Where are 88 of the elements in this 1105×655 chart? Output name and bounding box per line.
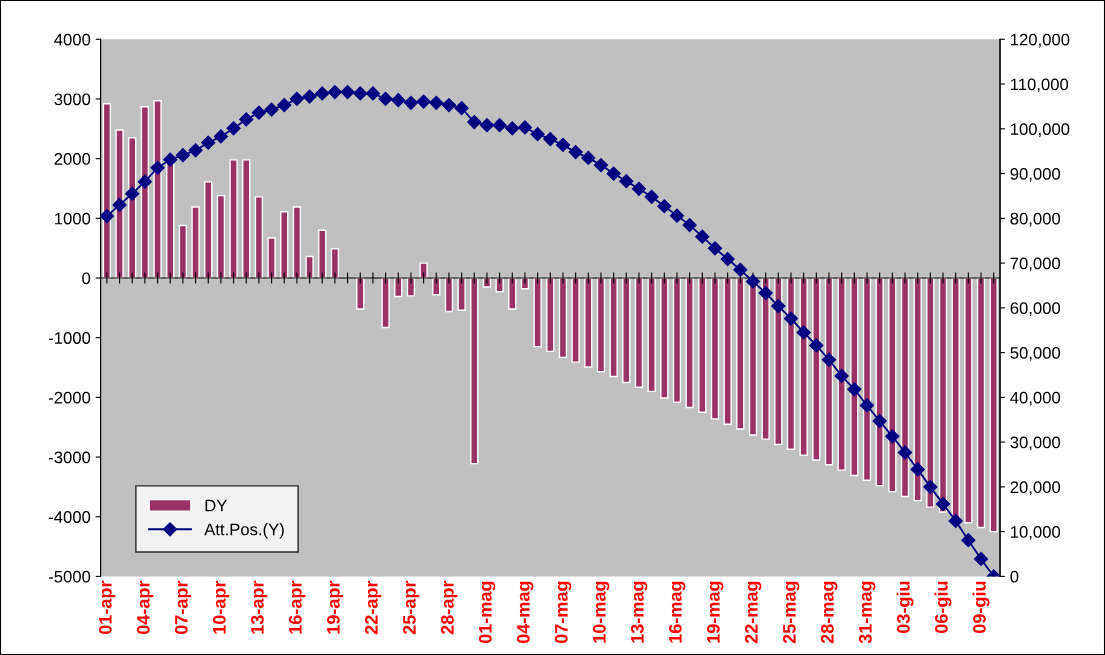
y-tick-label: 0 bbox=[82, 272, 91, 285]
bar bbox=[216, 194, 226, 279]
y2-tick-label: 120,000 bbox=[1011, 33, 1070, 48]
y2-tick-label: 50,000 bbox=[1010, 347, 1061, 361]
bar bbox=[976, 277, 986, 529]
bar bbox=[444, 277, 454, 313]
bar bbox=[710, 277, 720, 420]
x-tick-label: 28-mag bbox=[820, 581, 838, 644]
x-tick-label: 04-apr bbox=[136, 580, 154, 635]
x-tick-label: 10-mag bbox=[592, 581, 610, 643]
y-tick-label: 4000 bbox=[54, 33, 91, 46]
x-tick-label: 19-apr bbox=[326, 580, 344, 634]
x-tick-label: 03-giu bbox=[896, 581, 914, 634]
y-tick-label: 1000 bbox=[55, 212, 91, 225]
bar bbox=[356, 277, 365, 310]
bar bbox=[381, 277, 390, 329]
bar bbox=[989, 277, 998, 533]
x-tick-label: 16-mag bbox=[668, 581, 686, 643]
bar bbox=[292, 206, 302, 279]
y2-tick-label: 110,000 bbox=[1011, 78, 1069, 93]
bar bbox=[280, 211, 289, 279]
bar bbox=[546, 277, 555, 353]
bar bbox=[964, 277, 973, 524]
x-tick-label: 19-mag bbox=[706, 581, 724, 643]
y2-tick-label: 30,000 bbox=[1010, 436, 1061, 451]
bar bbox=[495, 277, 504, 293]
x-tick-label: 04-mag bbox=[516, 581, 534, 644]
x-tick-label: 22-apr bbox=[364, 580, 382, 635]
x-tick-label: 09-giu bbox=[972, 581, 990, 634]
bar bbox=[672, 277, 682, 403]
y2-tick-label: 10,000 bbox=[1011, 526, 1061, 540]
bar bbox=[318, 229, 327, 279]
y2-tick-label: 80,000 bbox=[1010, 212, 1061, 227]
bar bbox=[242, 159, 251, 279]
bar bbox=[191, 206, 200, 279]
bar bbox=[647, 277, 656, 393]
x-tick-label: 10-apr bbox=[212, 580, 230, 634]
x-tick-label: 13-mag bbox=[630, 581, 648, 643]
legend-label: Att.Pos.(Y) bbox=[204, 523, 284, 539]
y2-tick-label: 100,000 bbox=[1011, 123, 1070, 137]
y2-tick-label: 20,000 bbox=[1010, 481, 1061, 496]
y2-tick-label: 70,000 bbox=[1010, 257, 1061, 272]
x-tick-label: 25-mag bbox=[782, 581, 800, 644]
x-tick-label: 07-apr bbox=[174, 580, 192, 635]
y-tick-label: 2000 bbox=[54, 153, 91, 165]
bar bbox=[571, 277, 580, 363]
bar bbox=[267, 237, 276, 279]
bar bbox=[508, 277, 517, 310]
y2-tick-label: 90,000 bbox=[1010, 167, 1061, 182]
bar bbox=[723, 277, 732, 425]
legend-label: DY bbox=[205, 499, 227, 512]
bar bbox=[533, 277, 542, 348]
x-tick-label: 01-mag bbox=[478, 581, 496, 644]
x-tick-label: 16-apr bbox=[288, 580, 306, 634]
x-tick-label: 28-apr bbox=[441, 580, 458, 635]
bar bbox=[609, 277, 618, 378]
bar bbox=[558, 277, 568, 359]
y2-tick-label: 0 bbox=[1010, 570, 1019, 583]
y-tick-label: -2000 bbox=[48, 391, 91, 404]
x-tick-label: 22-mag bbox=[744, 581, 762, 644]
bar bbox=[254, 196, 264, 279]
x-tick-label: 13-apr bbox=[250, 580, 268, 634]
bar bbox=[470, 277, 479, 465]
bar bbox=[660, 277, 669, 399]
bar bbox=[178, 224, 188, 279]
bar bbox=[229, 159, 238, 279]
y-tick-label: 3000 bbox=[54, 93, 91, 106]
x-tick-label: 25-apr bbox=[403, 580, 420, 635]
y-tick-label: -4000 bbox=[48, 511, 91, 523]
x-tick-label: 01-apr bbox=[98, 580, 116, 635]
bar bbox=[584, 277, 593, 368]
y2-tick-label: 40,000 bbox=[1010, 391, 1061, 406]
y-tick-label: -3000 bbox=[48, 451, 91, 464]
bar bbox=[419, 262, 428, 279]
bar bbox=[685, 277, 694, 409]
bar bbox=[596, 277, 606, 373]
x-tick-label: 06-giu bbox=[934, 581, 952, 634]
bar bbox=[698, 277, 707, 413]
bar bbox=[622, 277, 631, 384]
bar bbox=[634, 277, 644, 388]
y2-tick-label: 60,000 bbox=[1010, 302, 1061, 317]
x-tick-label: 31-mag bbox=[858, 581, 876, 644]
y-tick-label: -1000 bbox=[48, 332, 91, 344]
x-tick-label: 07-mag bbox=[554, 581, 572, 644]
bar bbox=[457, 277, 466, 311]
y-tick-label: -5000 bbox=[48, 570, 91, 583]
bar bbox=[204, 181, 213, 279]
bar bbox=[305, 255, 314, 279]
